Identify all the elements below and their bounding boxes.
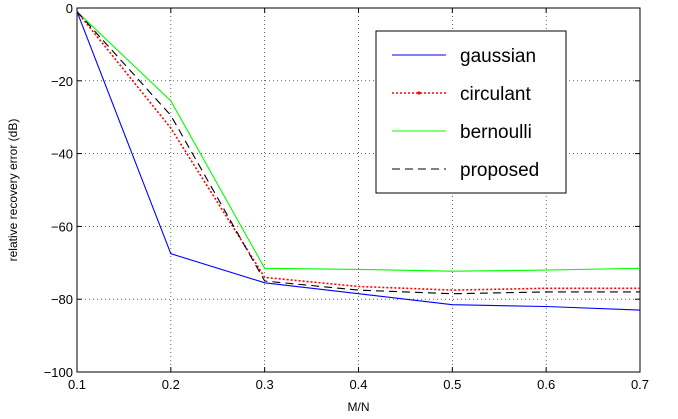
y-tick-label: −40	[51, 147, 73, 162]
y-tick-label: −100	[44, 365, 73, 380]
legend-label-circulant: circulant	[460, 84, 531, 105]
series-line-gaussian	[76, 11, 641, 311]
legend-marker-circulant	[417, 91, 421, 95]
series-line-proposed	[76, 11, 640, 295]
x-axis-label: M/N	[348, 400, 370, 414]
y-axis-label: relative recovery error (dB)	[6, 119, 20, 262]
x-tick-label: 0.1	[68, 377, 86, 392]
y-tick-label: −20	[51, 74, 73, 89]
x-tick-label: 0.3	[256, 377, 274, 392]
x-tick-label: 0.6	[537, 377, 555, 392]
legend-label-bernoulli: bernoulli	[460, 122, 532, 143]
legend-box	[375, 30, 567, 194]
x-tick-label: 0.4	[349, 377, 367, 392]
legend-label-proposed: proposed	[460, 160, 539, 181]
legend: gaussian circulant bernoulli proposed	[375, 30, 567, 194]
y-tick-label: 0	[66, 1, 73, 16]
legend-label-gaussian: gaussian	[460, 46, 536, 67]
axis-ticks: 0.1 0.2 0.3 0.4 0.5 0.6 0.7 −100 −80 −60 −40 −20 0	[44, 1, 649, 392]
y-tick-label: −80	[51, 292, 73, 307]
series-layer	[76, 11, 641, 311]
series-line-circulant	[76, 11, 640, 291]
y-tick-label: −60	[51, 219, 73, 234]
x-tick-label: 0.7	[631, 377, 649, 392]
x-tick-label: 0.5	[443, 377, 461, 392]
x-tick-label: 0.2	[162, 377, 180, 392]
series-line-bernoulli	[76, 11, 641, 272]
